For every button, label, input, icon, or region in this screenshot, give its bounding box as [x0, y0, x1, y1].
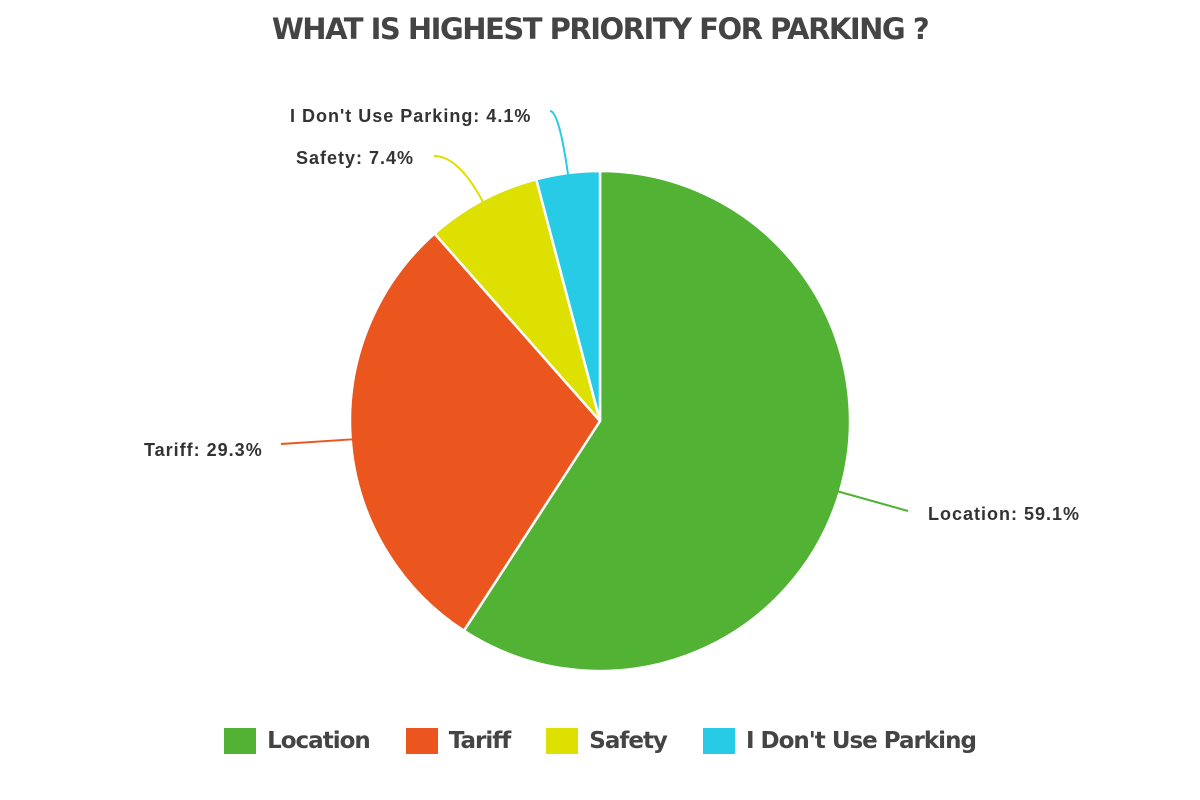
legend-item-tariff: Tariff [405, 728, 511, 754]
leader-lines [280, 110, 909, 512]
legend-label-location: Location [267, 728, 371, 754]
slice-label-no-parking: I Don't Use Parking: 4.1% [290, 106, 531, 126]
legend-swatch-safety [546, 728, 579, 754]
leader-line-safety [433, 155, 485, 203]
leader-line-tariff [280, 438, 353, 445]
slice-labels: Location: 59.1% Tariff: 29.3% Safety: 7.4%… [144, 106, 1080, 524]
leader-line-no-parking [549, 110, 570, 176]
legend-item-no-parking: I Don't Use Parking [702, 728, 977, 754]
legend-label-tariff: Tariff [448, 728, 511, 754]
legend-label-safety: Safety [589, 728, 668, 754]
legend-label-no-parking: I Don't Use Parking [745, 728, 977, 754]
legend-swatch-no-parking [702, 728, 735, 754]
legend-swatch-tariff [405, 728, 438, 754]
slice-label-tariff: Tariff: 29.3% [144, 440, 263, 460]
chart-title: WHAT IS HIGHEST PRIORITY FOR PARKING ? [271, 12, 930, 46]
pie-slices [348, 169, 852, 673]
legend-swatch-location [224, 728, 257, 754]
legend-item-safety: Safety [546, 728, 668, 754]
chart-legend: Location Tariff Safety I Don't Use Parki… [0, 728, 1200, 754]
slice-label-location: Location: 59.1% [928, 504, 1080, 524]
slice-label-safety: Safety: 7.4% [296, 148, 414, 168]
leader-line-location [837, 490, 909, 512]
legend-item-location: Location [224, 728, 371, 754]
